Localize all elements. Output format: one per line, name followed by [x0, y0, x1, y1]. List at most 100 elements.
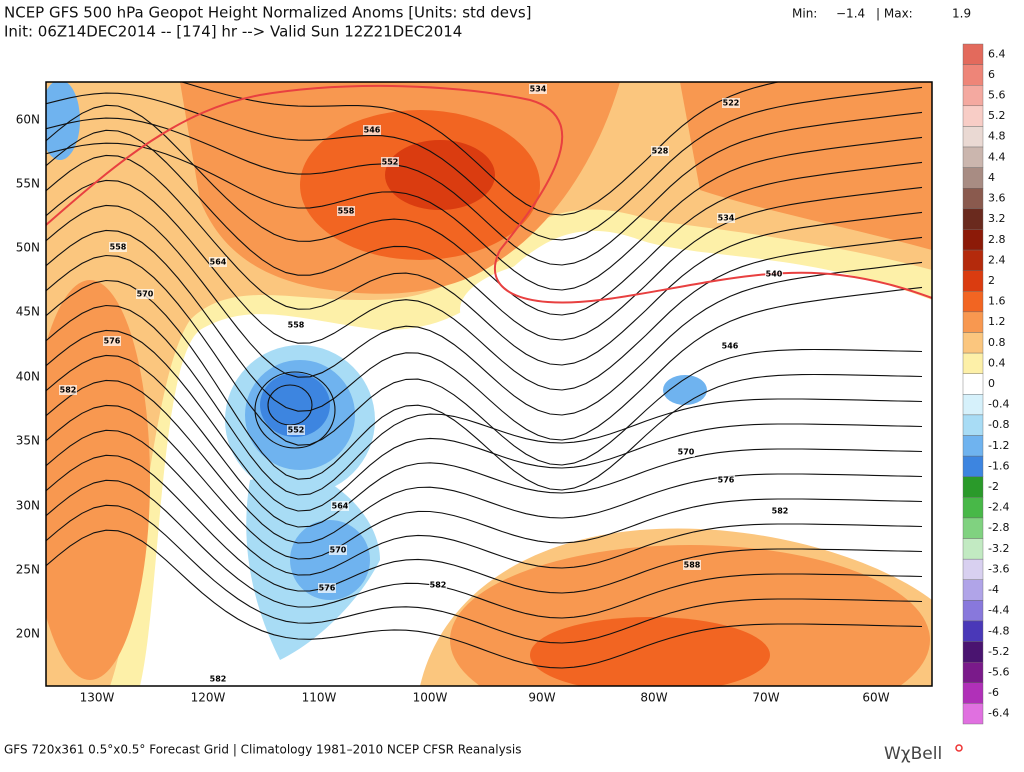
contour-label-bg: [765, 269, 783, 279]
contour-line: [46, 229, 923, 441]
contour-label: 552: [382, 158, 399, 167]
lat-label: 20N: [16, 627, 40, 641]
colorbar-swatch: [962, 126, 984, 148]
contour-line: [46, 136, 923, 291]
colorbar-swatch: [962, 682, 984, 704]
contour-line: [46, 279, 923, 491]
contour-label-bg: [771, 506, 789, 516]
lat-label: 45N: [16, 305, 40, 319]
lat-label: 30N: [16, 499, 40, 513]
lon-label: 100W: [413, 691, 448, 705]
colorbar-swatch: [962, 352, 984, 374]
min-label: Min:: [792, 7, 817, 21]
contour-line: [46, 129, 923, 341]
contour-label-bg: [429, 580, 447, 590]
contour-label: 546: [364, 126, 381, 135]
lat-labels: 60N 55N 50N 45N 40N 35N 30N 25N 20N: [16, 113, 40, 641]
lon-label: 70W: [752, 691, 779, 705]
contour-line: [46, 429, 923, 576]
colorbar-swatch: [962, 373, 984, 395]
contour-line: [46, 111, 923, 266]
colorbar-label: 3.6: [988, 192, 1006, 205]
colorbar-swatch: [962, 600, 984, 622]
colorbar-swatch: [962, 414, 984, 436]
colorbar-label: 0: [988, 377, 995, 390]
lon-label: 60W: [862, 691, 889, 705]
subtitle: Init: 06Z14DEC2014 -- [174] hr --> Valid…: [4, 23, 462, 41]
contour-label: 546: [722, 342, 739, 351]
colorbar-swatch: [962, 394, 984, 416]
contour-label: 528: [652, 147, 669, 156]
contour-label-bg: [331, 501, 349, 511]
contour-label-bg: [103, 336, 121, 346]
contour-line: [46, 86, 923, 241]
contour-label: 576: [104, 337, 121, 346]
colorbar-swatch: [962, 558, 984, 580]
colorbar-label: 2: [988, 274, 995, 287]
colorbar-swatch: [962, 455, 984, 477]
contour-labels: 534 522 546 552 528 558 534 558 564 540 570 558 576 5…: [59, 84, 789, 684]
colorbar-swatch: [962, 208, 984, 230]
colorbar-swatch: [962, 538, 984, 560]
colorbar-swatch: [962, 620, 984, 642]
contour-line: [46, 454, 923, 594]
colorbar: 6.4 6 5.6 5.2 4.8 4.4 4 3.6 3.2 2.8 2.4 2 1.6 1.2 0.8 0…: [962, 43, 1009, 725]
colorbar-swatch: [962, 167, 984, 189]
contour-label-bg: [59, 385, 77, 395]
contour-label-bg: [677, 447, 695, 457]
contour-label-bg: [337, 206, 355, 216]
lon-label: 130W: [80, 691, 115, 705]
contour-label: 564: [210, 258, 227, 267]
contour-label-bg: [381, 157, 399, 167]
contour-line: [46, 529, 923, 669]
colorbar-swatch: [962, 64, 984, 86]
colorbar-label: -5.2: [988, 645, 1009, 658]
lat-label: 60N: [16, 113, 40, 127]
lat-label: 40N: [16, 370, 40, 384]
contour-line: [46, 379, 923, 544]
contour-label: 582: [210, 675, 227, 684]
colorbar-label: -3.2: [988, 542, 1009, 555]
contour-label-bg: [683, 560, 701, 570]
colorbar-swatch: [962, 188, 984, 210]
colorbar-swatch: [962, 43, 984, 65]
contour-label-bg: [136, 289, 154, 299]
colorbar-label: -3.6: [988, 562, 1009, 575]
contour-line: [46, 354, 923, 528]
contour-label-bg: [651, 146, 669, 156]
colorbar-swatch: [962, 332, 984, 354]
lon-label: 110W: [302, 691, 337, 705]
lon-label: 80W: [640, 691, 667, 705]
colorbar-label: 0.4: [988, 356, 1006, 369]
contour-label-bg: [287, 425, 305, 435]
contour-label-bg: [717, 475, 735, 485]
colorbar-swatch: [962, 146, 984, 168]
colorbar-swatch: [962, 641, 984, 663]
contour-label-bg: [529, 84, 547, 94]
colorbar-label: -5.6: [988, 665, 1009, 678]
colorbar-swatch: [962, 105, 984, 127]
contour-label: 570: [137, 290, 154, 299]
colorbar-label: -6.4: [988, 707, 1009, 720]
lat-label: 55N: [16, 177, 40, 191]
contour-line: [46, 104, 923, 316]
footer-source: GFS 720x361 0.5°x0.5° Forecast Grid | Cl…: [4, 743, 522, 757]
colorbar-swatch: [962, 661, 984, 683]
contour-line: [46, 204, 923, 416]
contour-label: 588: [684, 561, 701, 570]
colorbar-label: 3.2: [988, 212, 1006, 225]
colorbar-label: -1.2: [988, 439, 1009, 452]
colorbar-label: 4.4: [988, 150, 1006, 163]
contour-label-bg: [318, 583, 336, 593]
colorbar-label: 2.4: [988, 253, 1006, 266]
contour-label: 540: [766, 270, 783, 279]
max-label: | Max:: [876, 7, 913, 21]
contour-line: [46, 504, 923, 644]
min-value: −1.4: [836, 7, 865, 21]
colorbar-label: -4.8: [988, 624, 1009, 637]
contour-label: 570: [330, 546, 347, 555]
contour-line: [46, 329, 923, 512]
contour-label-bg: [721, 341, 739, 351]
logo-dot: [955, 744, 963, 752]
contour-label: 582: [772, 507, 789, 516]
